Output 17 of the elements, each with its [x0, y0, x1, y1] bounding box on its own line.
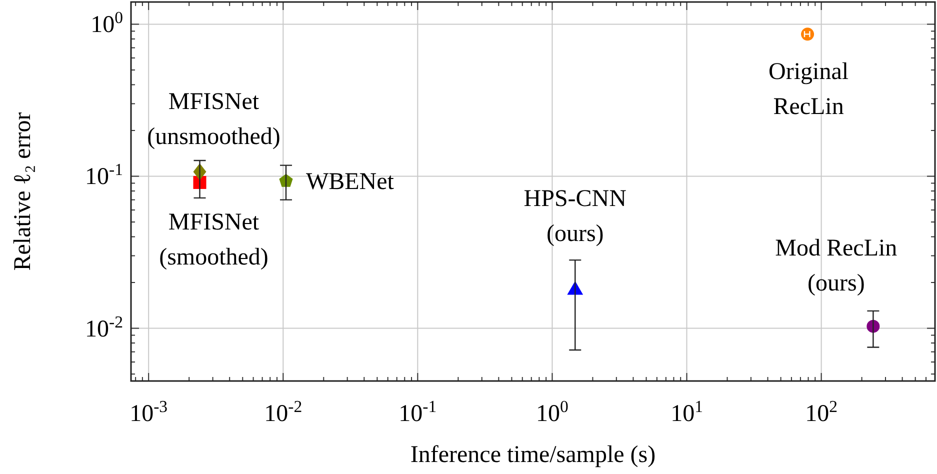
x-tick-label: 10$^{1}$	[670, 396, 703, 427]
x-axis-title: Inference time/sample (s)	[410, 442, 656, 468]
x-tick-label: 10$^{-1}$	[398, 396, 437, 427]
y-tick-label: 10$^{0}$	[90, 8, 123, 38]
x-tick-label: 10$^{0}$	[536, 396, 568, 427]
series-label: Mod RecLin (ours)	[775, 235, 898, 296]
series-label: MFISNet (unsmoothed)	[147, 88, 280, 150]
series-label: Original RecLin	[768, 59, 849, 120]
y-tick-label: 10$^{-1}$	[85, 160, 123, 190]
y-axis-title: Relative ℓ₂ error	[10, 112, 36, 271]
y-tick-label: 10$^{-2}$	[85, 312, 123, 342]
series-label: WBENet	[306, 169, 394, 196]
series-label: MFISNet (smoothed)	[159, 209, 268, 270]
text: HPS-CNN (ours)	[524, 186, 626, 248]
x-tick-label: 10$^{-3}$	[130, 396, 168, 427]
x-tick-label: 10$^{-2}$	[264, 396, 302, 427]
x-tick-label: 10$^{2}$	[805, 396, 838, 427]
